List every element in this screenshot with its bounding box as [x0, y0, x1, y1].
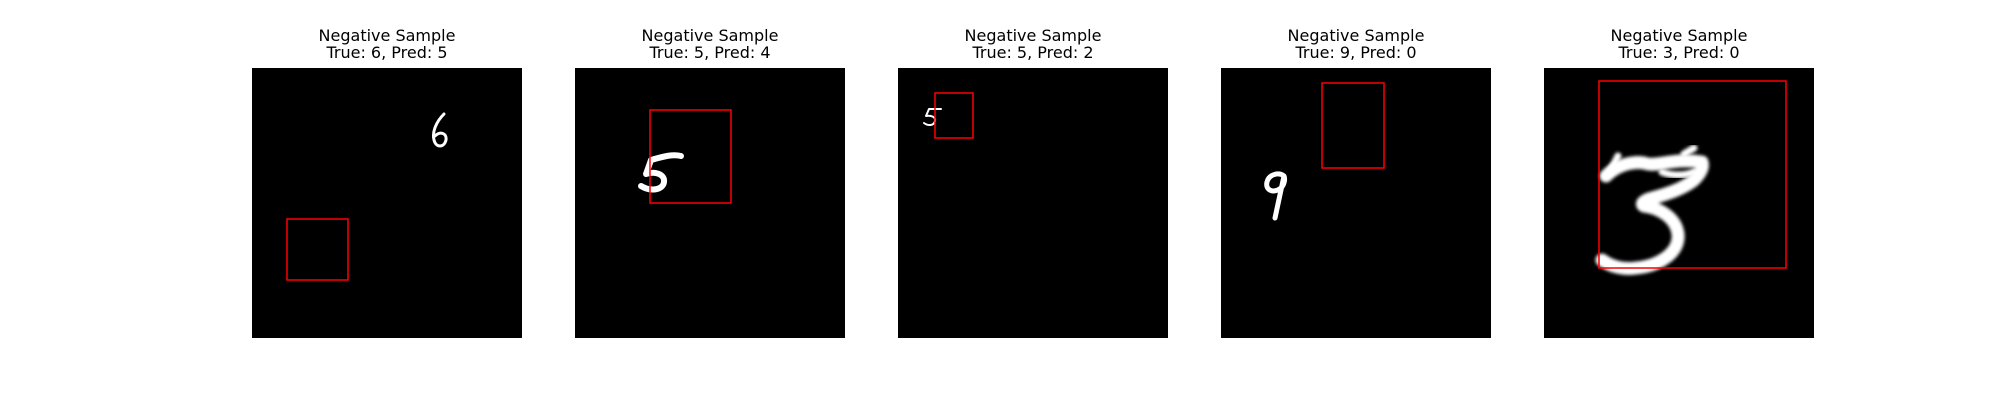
sample-panel-5: Negative Sample True: 3, Pred: 0: [1544, 0, 1814, 340]
panel-heading: Negative Sample: [964, 26, 1102, 45]
prediction-box: [1321, 82, 1385, 169]
prediction-box: [649, 109, 732, 204]
handwritten-digit: [1595, 154, 1709, 275]
prediction-box: [286, 218, 349, 281]
panel-heading: Negative Sample: [1610, 26, 1748, 45]
panel-heading: Negative Sample: [1287, 26, 1425, 45]
panel-title: Negative Sample True: 5, Pred: 4: [555, 27, 865, 61]
digit-image: [252, 68, 522, 338]
panel-title: Negative Sample True: 9, Pred: 0: [1201, 27, 1511, 61]
sample-panel-1: Negative Sample True: 6, Pred: 5: [252, 0, 522, 340]
prediction-box: [934, 92, 974, 139]
handwritten-digit: [432, 112, 448, 148]
digit-canvas: [1595, 80, 1787, 275]
digit-canvas: [1264, 82, 1385, 221]
panel-title: Negative Sample True: 5, Pred: 2: [878, 27, 1188, 61]
panel-subheading: True: 6, Pred: 5: [326, 43, 448, 62]
handwritten-digit: [1264, 171, 1288, 221]
digit-image: [1221, 68, 1491, 338]
panel-title: Negative Sample True: 6, Pred: 5: [232, 27, 542, 61]
prediction-box: [1598, 80, 1787, 269]
digit-canvas: [923, 92, 974, 139]
digit-stroke-detail: [1606, 144, 1698, 179]
panel-title: Negative Sample True: 3, Pred: 0: [1524, 27, 1834, 61]
handwritten-digit: [923, 108, 942, 127]
digit-canvas: [638, 109, 732, 204]
panel-subheading: True: 9, Pred: 0: [1295, 43, 1417, 62]
sample-panel-3: Negative Sample True: 5, Pred: 2: [898, 0, 1168, 340]
sample-panel-4: Negative Sample True: 9, Pred: 0: [1221, 0, 1491, 340]
digit-canvas: [286, 112, 448, 281]
panel-heading: Negative Sample: [641, 26, 779, 45]
sample-panel-2: Negative Sample True: 5, Pred: 4: [575, 0, 845, 340]
panel-subheading: True: 3, Pred: 0: [1618, 43, 1740, 62]
panel-subheading: True: 5, Pred: 2: [972, 43, 1094, 62]
panel-heading: Negative Sample: [318, 26, 456, 45]
digit-image: [1544, 68, 1814, 338]
handwritten-digit: [638, 152, 684, 193]
digit-image: [898, 68, 1168, 338]
panel-subheading: True: 5, Pred: 4: [649, 43, 771, 62]
digit-image: [575, 68, 845, 338]
